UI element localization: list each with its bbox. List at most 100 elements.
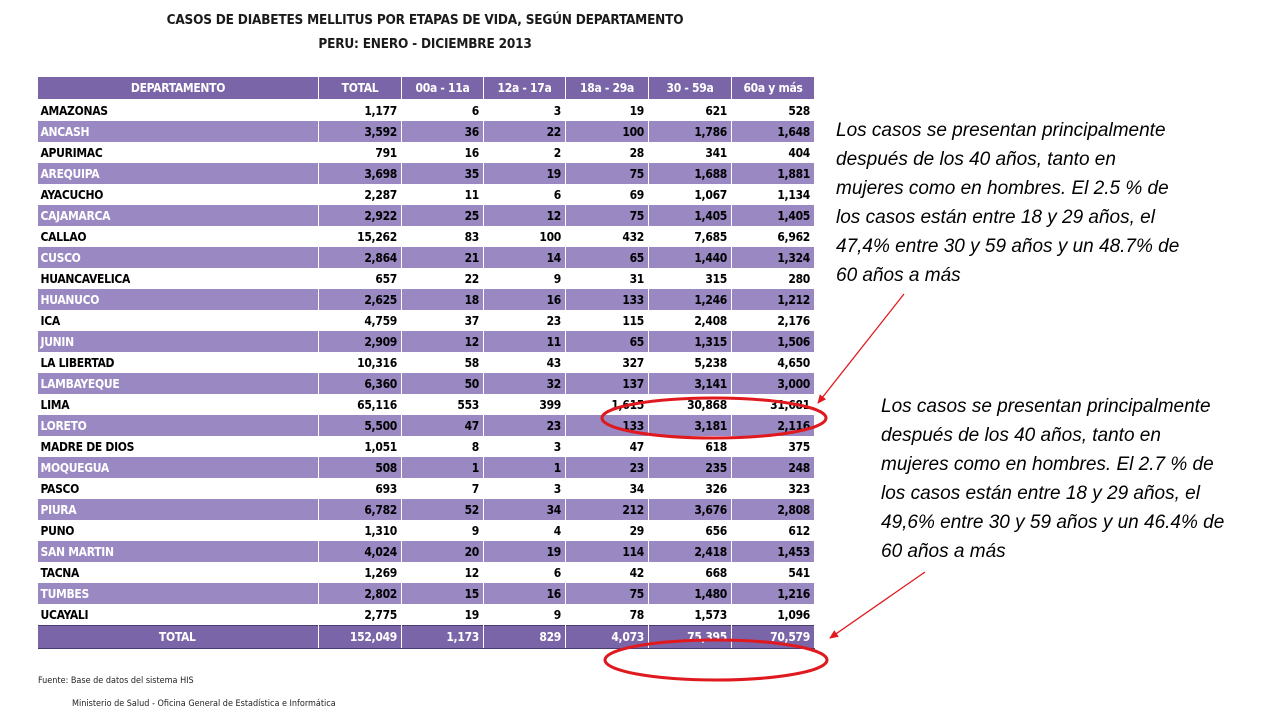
value-cell: 65 [565,247,649,268]
department-cell: APURIMAC [37,142,319,163]
value-cell: 1,688 [648,163,732,184]
table-row: TACNA 1,269 12 6 42 668 541 [37,562,815,583]
value-cell: 3,181 [648,415,732,436]
value-cell: 50 [401,373,484,394]
value-cell: 100 [565,121,649,142]
value-cell: 47 [565,436,649,457]
report-subtitle: PERU: ENERO - DICIEMBRE 2013 [318,36,532,52]
value-cell: 2,408 [648,310,732,331]
note-line: los casos están entre 18 y 29 años, el [881,483,1200,504]
value-cell: 1,051 [318,436,402,457]
department-cell: SAN MARTIN [37,541,319,562]
annotation-note-lima: Los casos se presentan principalmente de… [836,116,1179,290]
value-cell: 2,802 [318,583,402,604]
table-row: LA LIBERTAD 10,316 58 43 327 5,238 4,650 [37,352,815,373]
note-line: 60 años a más [881,541,1006,562]
table-row: TUMBES 2,802 15 16 75 1,480 1,216 [37,583,815,604]
table-header-row: DEPARTAMENTO TOTAL 00a - 11a 12a - 17a 1… [37,76,815,100]
table-row: SAN MARTIN 4,024 20 19 114 2,418 1,453 [37,541,815,562]
value-cell: 14 [483,247,566,268]
value-cell: 1,573 [648,604,732,626]
note-line: los casos están entre 18 y 29 años, el [836,207,1155,228]
value-cell: 65 [565,331,649,352]
value-cell: 3,592 [318,121,402,142]
note-line: después de los 40 años, tanto en [836,149,1116,170]
department-cell: ICA [37,310,319,331]
value-cell: 100 [483,226,566,247]
value-cell: 12 [401,562,484,583]
value-cell: 16 [483,289,566,310]
total-value-cell: 1,173 [401,625,484,649]
total-value-cell: 75,395 [648,625,732,649]
value-cell: 7,685 [648,226,732,247]
total-value-cell: 829 [483,625,566,649]
value-cell: 1,786 [648,121,732,142]
value-cell: 19 [483,163,566,184]
department-cell: HUANUCO [37,289,319,310]
table-row: LIMA 65,116 553 399 1,615 30,868 31,681 [37,394,815,415]
table-row: CUSCO 2,864 21 14 65 1,440 1,324 [37,247,815,268]
value-cell: 1,453 [731,541,815,562]
value-cell: 9 [483,268,566,289]
value-cell: 19 [483,541,566,562]
value-cell: 25 [401,205,484,226]
value-cell: 7 [401,478,484,499]
table-row: PASCO 693 7 3 34 326 323 [37,478,815,499]
value-cell: 1,096 [731,604,815,626]
value-cell: 15 [401,583,484,604]
value-cell: 31 [565,268,649,289]
total-label: TOTAL [37,625,319,649]
department-cell: AYACUCHO [37,184,319,205]
value-cell: 1,506 [731,331,815,352]
value-cell: 315 [648,268,732,289]
value-cell: 52 [401,499,484,520]
table-row: APURIMAC 791 16 2 28 341 404 [37,142,815,163]
value-cell: 508 [318,457,402,478]
department-cell: LA LIBERTAD [37,352,319,373]
value-cell: 553 [401,394,484,415]
column-header: 18a - 29a [565,76,649,100]
value-cell: 3 [483,478,566,499]
value-cell: 621 [648,99,732,121]
table-row: HUANUCO 2,625 18 16 133 1,246 1,212 [37,289,815,310]
diabetes-cases-table: DEPARTAMENTO TOTAL 00a - 11a 12a - 17a 1… [37,76,815,649]
value-cell: 1 [401,457,484,478]
column-header: 60a y más [731,76,815,100]
value-cell: 5,238 [648,352,732,373]
table-row: CAJAMARCA 2,922 25 12 75 1,405 1,405 [37,205,815,226]
value-cell: 20 [401,541,484,562]
department-cell: MOQUEGUA [37,457,319,478]
column-header: 30 - 59a [648,76,732,100]
value-cell: 618 [648,436,732,457]
value-cell: 58 [401,352,484,373]
department-cell: PUNO [37,520,319,541]
table-row: UCAYALI 2,775 19 9 78 1,573 1,096 [37,604,815,626]
value-cell: 3 [483,99,566,121]
value-cell: 12 [483,205,566,226]
value-cell: 4 [483,520,566,541]
value-cell: 668 [648,562,732,583]
value-cell: 6 [401,99,484,121]
source-note: Fuente: Base de datos del sistema HIS [38,676,194,686]
total-row: TOTAL 152,049 1,173 829 4,073 75,395 70,579 [37,625,815,649]
value-cell: 8 [401,436,484,457]
total-value-cell: 152,049 [318,625,402,649]
value-cell: 1,405 [648,205,732,226]
department-cell: ANCASH [37,121,319,142]
value-cell: 21 [401,247,484,268]
value-cell: 47 [401,415,484,436]
note-line: 47,4% entre 30 y 59 años y un 48.7% de [836,236,1180,257]
value-cell: 75 [565,163,649,184]
arrow-to-lima-icon [817,293,905,404]
department-cell: LORETO [37,415,319,436]
department-cell: CAJAMARCA [37,205,319,226]
column-header: TOTAL [318,76,402,100]
value-cell: 114 [565,541,649,562]
value-cell: 2,922 [318,205,402,226]
department-cell: PIURA [37,499,319,520]
value-cell: 1 [483,457,566,478]
value-cell: 31,681 [731,394,815,415]
column-header: 00a - 11a [401,76,484,100]
note-line: después de los 40 años, tanto en [881,425,1161,446]
value-cell: 2,775 [318,604,402,626]
